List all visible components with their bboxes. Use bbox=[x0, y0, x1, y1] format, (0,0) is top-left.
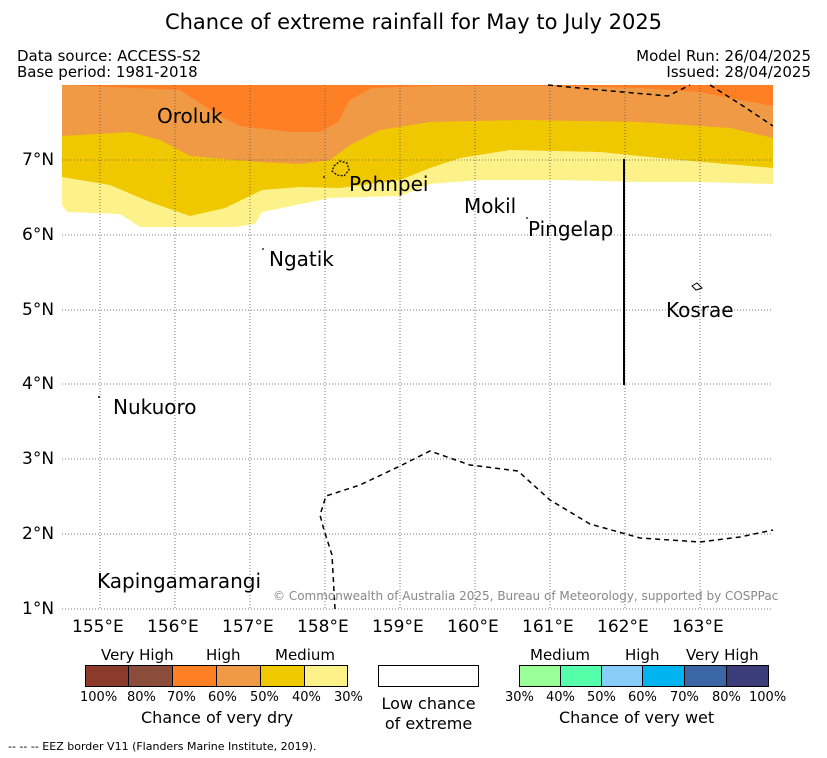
lon-tick-157e: 157°E bbox=[222, 617, 274, 637]
high-dry-region bbox=[62, 85, 773, 132]
lon-tick-163e: 163°E bbox=[672, 617, 724, 637]
wet-medium-label: Medium bbox=[530, 646, 590, 664]
page-title: Chance of extreme rainfall for May to Ju… bbox=[164, 10, 663, 34]
dry-pct-60: 60% bbox=[208, 690, 237, 705]
dry-pct-70: 70% bbox=[167, 690, 196, 705]
dry-swatch-70-80 bbox=[129, 666, 173, 686]
place-ngatik: Ngatik bbox=[269, 247, 334, 271]
lon-tick-158e: 158°E bbox=[297, 617, 349, 637]
dry-very-high-label: Very High bbox=[101, 646, 174, 664]
lon-tick-155e: 155°E bbox=[72, 617, 124, 637]
wet-pct-40: 40% bbox=[546, 690, 575, 705]
place-nukuoro: Nukuoro bbox=[113, 395, 197, 419]
lon-tick-159e: 159°E bbox=[372, 617, 424, 637]
wet-pct-80: 80% bbox=[712, 690, 741, 705]
wet-pct-30: 30% bbox=[505, 690, 534, 705]
wet-pct-60: 60% bbox=[628, 690, 657, 705]
kosrae-island bbox=[691, 282, 703, 291]
dry-medium-label: Medium bbox=[275, 646, 335, 664]
dry-high-label: High bbox=[206, 646, 241, 664]
place-pingelap: Pingelap bbox=[528, 217, 614, 241]
dry-swatch-40-50 bbox=[261, 666, 305, 686]
dry-pct-40: 40% bbox=[292, 690, 321, 705]
lon-tick-160e: 160°E bbox=[447, 617, 499, 637]
dry-pct-30: 30% bbox=[334, 690, 363, 705]
lat-tick-2n: 2°N bbox=[22, 524, 55, 544]
lat-tick-1n: 1°N bbox=[22, 599, 55, 619]
eez-footnote: -- -- -- EEZ border V11 (Flanders Marine… bbox=[8, 740, 317, 753]
wet-colorbar bbox=[519, 665, 769, 687]
pingelap-atoll bbox=[526, 217, 528, 219]
lat-tick-3n: 3°N bbox=[22, 449, 55, 469]
place-kapingamarangi: Kapingamarangi bbox=[97, 569, 262, 593]
place-kosrae: Kosrae bbox=[666, 298, 734, 322]
lon-tick-156e: 156°E bbox=[147, 617, 199, 637]
wet-swatch-50-60 bbox=[602, 666, 643, 686]
copyright-notice: © Commonwealth of Australia 2025, Bureau… bbox=[273, 589, 779, 603]
low-chance-line1: Low chance bbox=[381, 694, 476, 713]
wet-pct-50: 50% bbox=[587, 690, 616, 705]
data-source-label: Data source: ACCESS-S2 bbox=[17, 47, 202, 65]
dry-swatch-50-60 bbox=[217, 666, 261, 686]
issued-label: Issued: 28/04/2025 bbox=[666, 63, 811, 81]
pohnpei-island bbox=[331, 160, 350, 177]
dry-pct-50: 50% bbox=[250, 690, 279, 705]
wet-very-high-label: Very High bbox=[686, 646, 759, 664]
base-period-label: Base period: 1981-2018 bbox=[17, 63, 198, 81]
lat-tick-7n: 7°N bbox=[22, 150, 55, 170]
wet-caption: Chance of very wet bbox=[559, 708, 715, 727]
lon-tick-162e: 162°E bbox=[597, 617, 649, 637]
low-chance-line2: of extreme bbox=[384, 714, 473, 733]
eez-border bbox=[319, 84, 774, 610]
wet-swatch-30-40 bbox=[520, 666, 561, 686]
lon-tick-161e: 161°E bbox=[522, 617, 574, 637]
wet-swatch-70-80 bbox=[685, 666, 727, 686]
low-chance-swatch bbox=[378, 665, 479, 687]
lat-tick-4n: 4°N bbox=[22, 374, 55, 394]
wet-high-label: High bbox=[625, 646, 660, 664]
place-mokil: Mokil bbox=[464, 194, 517, 218]
wet-pct-70: 70% bbox=[670, 690, 699, 705]
model-run-label: Model Run: 26/04/2025 bbox=[636, 47, 811, 65]
nukuoro-atoll bbox=[98, 396, 100, 398]
place-oroluk: Oroluk bbox=[157, 104, 223, 128]
ant-atoll bbox=[323, 176, 325, 178]
dry-swatch-60-70 bbox=[173, 666, 217, 686]
ngatik-atoll bbox=[262, 248, 264, 250]
dry-pct-80: 80% bbox=[127, 690, 156, 705]
dry-swatch-30-40 bbox=[305, 666, 347, 686]
place-pohnpei: Pohnpei bbox=[349, 172, 429, 196]
lat-tick-5n: 5°N bbox=[22, 300, 55, 320]
wet-swatch-40-50 bbox=[561, 666, 602, 686]
dry-pct-100: 100% bbox=[80, 690, 118, 705]
wet-swatch-80-100 bbox=[727, 666, 768, 686]
lat-tick-6n: 6°N bbox=[22, 225, 55, 245]
dry-swatch-80-100 bbox=[86, 666, 129, 686]
wet-swatch-60-70 bbox=[643, 666, 685, 686]
dry-colorbar bbox=[85, 665, 348, 687]
dry-caption: Chance of very dry bbox=[141, 708, 294, 727]
wet-pct-100: 100% bbox=[749, 690, 787, 705]
